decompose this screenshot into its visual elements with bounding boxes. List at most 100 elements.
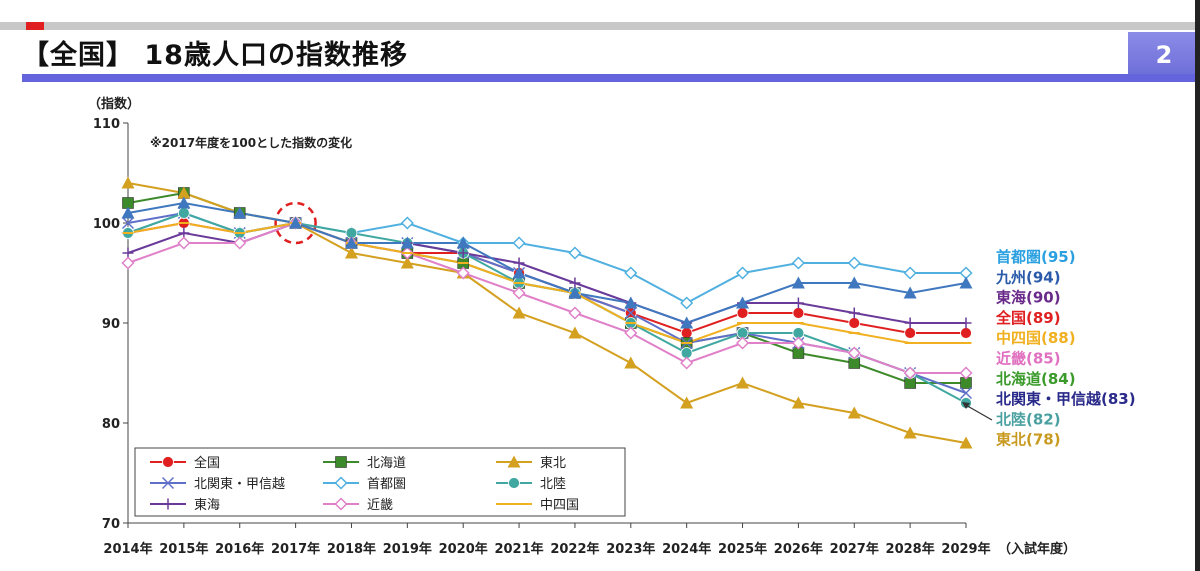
data-point xyxy=(624,356,638,369)
data-point xyxy=(512,306,526,319)
data-point xyxy=(791,276,805,289)
data-point xyxy=(791,256,805,270)
data-point xyxy=(960,327,972,339)
x-tick-label: 2024年 xyxy=(662,541,711,557)
data-point xyxy=(289,216,303,229)
data-point xyxy=(847,256,861,270)
data-point xyxy=(959,436,973,449)
legend-label: 北陸 xyxy=(540,476,566,492)
end-labels: 首都圏(95) 九州(94) 東海(90) 全国(89) 中四国(88) 近畿(85) 北海… xyxy=(962,248,1136,449)
data-point xyxy=(791,336,805,350)
data-point xyxy=(344,246,358,259)
data-point xyxy=(512,236,526,250)
data-point xyxy=(735,336,750,350)
data-point xyxy=(903,266,917,280)
data-point xyxy=(121,216,135,230)
data-point xyxy=(792,297,804,309)
x-tick-label: 2020年 xyxy=(439,541,488,557)
series-line-2 xyxy=(127,182,967,444)
data-point xyxy=(904,317,916,329)
data-point xyxy=(680,296,694,310)
x-tick-label: 2025年 xyxy=(718,541,767,557)
x-tick-label: 2027年 xyxy=(830,541,879,557)
data-point xyxy=(624,326,638,340)
x-tick-label: 2028年 xyxy=(886,541,935,557)
x-tick-label: 2016年 xyxy=(215,541,264,557)
data-point xyxy=(177,236,191,250)
legend-label: 北関東・甲信越 xyxy=(194,476,285,492)
top-red-accent xyxy=(26,22,44,30)
series-lines xyxy=(127,182,967,444)
data-point xyxy=(680,396,694,409)
data-point xyxy=(680,356,694,370)
data-point xyxy=(456,236,470,249)
legend-box xyxy=(134,447,626,517)
data-point xyxy=(121,176,135,189)
legend-label: 全国 xyxy=(194,455,220,471)
y-tick-label: 100 xyxy=(93,217,120,232)
data-point xyxy=(736,307,749,319)
data-point xyxy=(847,276,861,289)
y-axis-label: （指数） xyxy=(88,96,140,112)
end-label-pointer xyxy=(963,403,993,421)
page-number-badge: 2 xyxy=(1128,32,1200,78)
legend-label: 北海道 xyxy=(367,456,406,471)
x-tick-label: 2023年 xyxy=(606,541,655,557)
x-axis-label: （入試年度） xyxy=(998,541,1076,557)
end-label: 東海(90) xyxy=(996,289,1061,307)
legend-swatch-marker xyxy=(508,477,520,489)
legend-swatch-marker xyxy=(162,498,174,510)
x-tick-label: 2021年 xyxy=(494,541,543,557)
series-line-5 xyxy=(127,211,967,404)
end-label: 北陸(82) xyxy=(996,410,1061,428)
data-point xyxy=(233,206,247,219)
end-label: 北海道(84) xyxy=(996,370,1076,388)
highlight-circle xyxy=(274,201,317,245)
data-point xyxy=(624,266,638,280)
data-point xyxy=(568,326,582,339)
top-gray-bar xyxy=(0,22,1200,30)
legend-swatch-marker xyxy=(334,476,348,490)
legend-swatch-marker xyxy=(334,497,348,511)
end-label: 北関東・甲信越(83) xyxy=(996,390,1136,408)
legend-label: 近畿 xyxy=(367,498,393,513)
data-point xyxy=(512,286,526,300)
data-point xyxy=(568,306,582,320)
x-tick-label: 2018年 xyxy=(327,541,376,557)
x-tick-label: 2019年 xyxy=(383,541,432,557)
series-line-0 xyxy=(127,221,966,335)
data-point xyxy=(177,207,190,219)
legend-swatch-marker xyxy=(335,456,347,468)
data-point xyxy=(847,346,861,360)
data-point xyxy=(121,256,135,270)
y-tick-label: 110 xyxy=(93,117,120,132)
data-point xyxy=(960,317,972,329)
legend-label: 首都圏 xyxy=(367,477,406,492)
series-markers xyxy=(121,176,973,449)
chart-annotation: ※2017年度を100とした指数の変化 xyxy=(150,135,352,150)
y-tick-label: 90 xyxy=(102,317,120,332)
data-point xyxy=(903,366,917,380)
end-label-pointer-head xyxy=(962,402,970,409)
data-point xyxy=(456,266,470,280)
end-label: 九州(94) xyxy=(995,268,1061,286)
x-tick-label: 2026年 xyxy=(774,541,823,557)
legend-swatch-marker xyxy=(161,476,175,490)
data-point xyxy=(177,196,191,209)
data-point xyxy=(736,376,750,389)
data-point xyxy=(177,186,191,199)
legend-label: 東海 xyxy=(194,497,220,513)
data-point xyxy=(512,266,526,279)
x-tick-label: 2015年 xyxy=(159,541,208,557)
data-point xyxy=(791,396,805,409)
legend-swatch-marker xyxy=(507,455,521,468)
data-point xyxy=(457,247,469,259)
chart-axes: 70 80 90 100 110 2014年 2015年 2016年 2017年 2018年 201… xyxy=(93,117,991,557)
series-line-9 xyxy=(127,201,967,325)
data-point xyxy=(735,266,750,280)
data-point xyxy=(344,236,358,249)
data-point xyxy=(624,306,637,320)
data-point xyxy=(624,296,638,309)
data-point xyxy=(400,256,414,269)
